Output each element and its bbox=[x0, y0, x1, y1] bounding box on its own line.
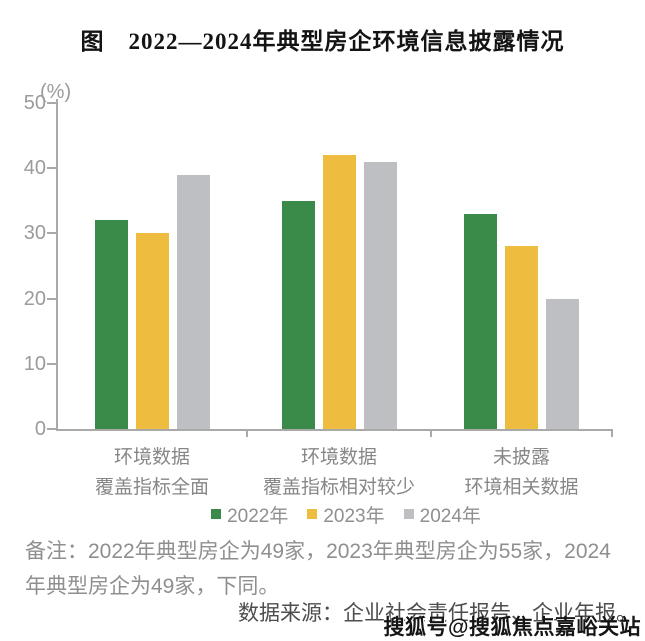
chart-legend: 2022年 2023年 2024年 bbox=[57, 501, 635, 527]
x-category-label: 环境数据覆盖指标全面 bbox=[42, 443, 262, 503]
bar-2022年-group1 bbox=[94, 220, 128, 429]
bar-2024年-group2 bbox=[363, 161, 397, 429]
legend-label: 2022年 bbox=[227, 505, 289, 527]
x-category-line: 未披露 bbox=[492, 447, 550, 468]
x-category-line: 覆盖指标相对较少 bbox=[262, 477, 415, 498]
y-axis-unit-label: (%) bbox=[40, 81, 72, 103]
y-axis-tick bbox=[47, 297, 57, 300]
legend-label: 2024年 bbox=[419, 505, 481, 527]
legend-item-2022年: 2022年 bbox=[211, 501, 288, 528]
legend-swatch-icon bbox=[307, 509, 318, 519]
data-source-text: 数据来源：企业社会责任报告、企业年报。 bbox=[238, 602, 637, 625]
note-line-1: 备注：2022年典型房企为49家，2023年典型房企为55家，2024 bbox=[25, 540, 611, 563]
y-axis-tick bbox=[47, 362, 57, 365]
bar-2023年-group3 bbox=[505, 246, 538, 429]
x-category-line: 覆盖指标全面 bbox=[94, 477, 209, 498]
y-axis-tick bbox=[47, 232, 57, 235]
bar-2024年-group3 bbox=[546, 298, 579, 429]
chart-title: 图 2022—2024年典型房企环境信息披露情况 bbox=[80, 29, 565, 54]
legend-label: 2023年 bbox=[323, 505, 385, 527]
bar-2023年-group1 bbox=[135, 233, 169, 429]
bar-2024年-group1 bbox=[176, 174, 210, 429]
x-category-label: 未披露 环境相关数据 bbox=[412, 443, 632, 503]
legend-item-2024年: 2024年 bbox=[403, 501, 481, 528]
bar-2022年-group2 bbox=[281, 200, 315, 429]
legend-item-2023年: 2023年 bbox=[307, 501, 385, 528]
y-axis-tick bbox=[47, 428, 57, 430]
legend-swatch-icon bbox=[403, 509, 414, 519]
y-axis-line bbox=[56, 99, 58, 431]
x-axis-tick bbox=[611, 429, 613, 437]
x-category-line: 环境数据 bbox=[300, 447, 377, 468]
y-axis-tick bbox=[47, 102, 57, 104]
watermark-text: 搜狐号@搜狐焦点嘉峪关站 bbox=[383, 616, 641, 639]
x-category-line: 环境数据 bbox=[113, 447, 190, 468]
x-category-label: 环境数据覆盖指标相对较少 bbox=[229, 443, 449, 503]
note-text: 备注：2022年典型房企为49家，2023年典型房企为55家，2024 年典型房… bbox=[25, 534, 640, 604]
y-tick-label: 40 bbox=[23, 157, 46, 180]
y-axis-tick bbox=[47, 167, 57, 170]
legend-swatch-icon bbox=[211, 509, 222, 519]
y-tick-label: 10 bbox=[23, 352, 46, 375]
y-tick-label: 0 bbox=[34, 418, 46, 440]
x-axis-line bbox=[56, 429, 613, 431]
note-line-2: 年典型房企为49家，下同。 bbox=[25, 575, 280, 598]
y-tick-label: 30 bbox=[23, 222, 46, 245]
y-tick-label: 20 bbox=[23, 287, 46, 310]
bar-2023年-group2 bbox=[322, 155, 356, 429]
x-category-line: 环境相关数据 bbox=[464, 477, 579, 498]
x-axis-tick bbox=[246, 429, 248, 437]
x-axis-tick bbox=[430, 429, 432, 437]
y-tick-label: 50 bbox=[23, 92, 46, 114]
bar-2022年-group3 bbox=[464, 213, 497, 429]
